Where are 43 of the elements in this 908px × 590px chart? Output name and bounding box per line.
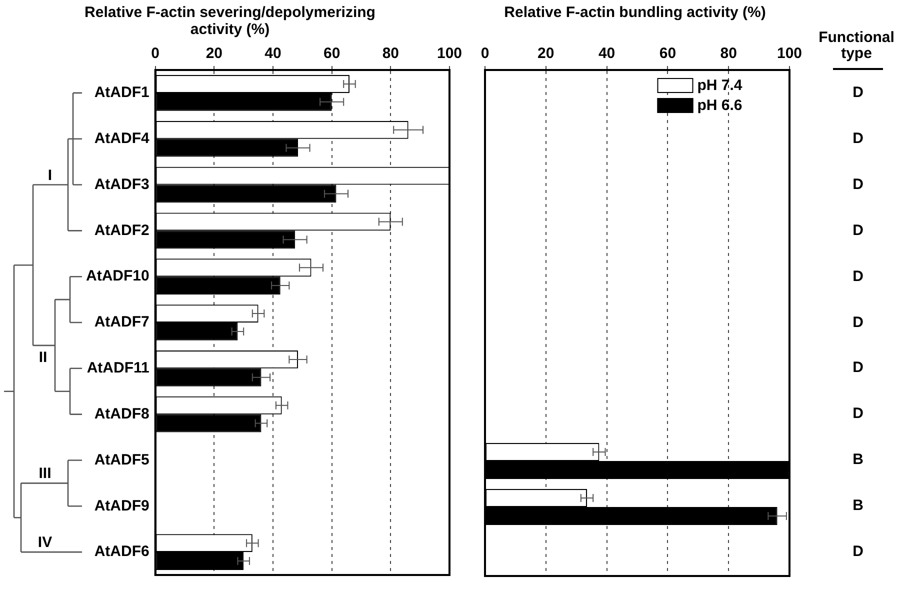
x-tick-label: 40 <box>264 45 282 62</box>
legend-label: pH 6.6 <box>697 97 742 114</box>
x-tick-label: 40 <box>598 45 616 62</box>
text: III <box>38 465 52 482</box>
y-tick-label: AtADF7 <box>94 314 150 331</box>
text: B <box>852 497 864 514</box>
x-tick-label: 60 <box>659 45 676 62</box>
text: D <box>852 222 864 239</box>
text: D <box>852 405 864 422</box>
x-tick-label: 20 <box>206 45 223 62</box>
y-tick-label: AtADF5 <box>94 451 150 468</box>
text: I <box>48 166 52 184</box>
x-tick-label: 80 <box>720 45 737 62</box>
text: IV <box>38 534 52 552</box>
y-tick-label: AtADF6 <box>94 543 150 560</box>
text: B <box>852 451 864 468</box>
text: D <box>852 359 864 376</box>
x-tick-label: 100 <box>436 45 462 62</box>
legend-label: pH 7.4 <box>697 77 743 94</box>
y-tick-label: AtADF9 <box>94 497 150 514</box>
text: D <box>852 176 864 193</box>
x-axis-title: Relative F-actin severing/depolymerizing activity (%) <box>84 4 376 38</box>
x-tick-label: 100 <box>776 45 802 62</box>
text: D <box>852 84 864 101</box>
x-tick-label: 0 <box>480 45 490 62</box>
y-tick-label: AtADF8 <box>94 405 150 422</box>
x-tick-label: 0 <box>151 45 160 62</box>
y-tick-label: AtADF3 <box>94 176 150 193</box>
text: D <box>852 268 864 285</box>
y-tick-label: AtADF11 <box>86 360 150 377</box>
y-tick-label: AtADF4 <box>94 130 150 148</box>
x-tick-label: 60 <box>323 45 340 62</box>
y-tick-label: AtADF10 <box>86 268 150 285</box>
y-tick-label: AtADF2 <box>94 222 150 239</box>
text: Functional type <box>818 29 896 62</box>
x-axis-title: Relative F-actin bundling activity (%) <box>503 4 767 21</box>
x-tick-label: 80 <box>382 45 399 62</box>
text: II <box>38 349 48 366</box>
text: D <box>852 130 864 147</box>
text: D <box>852 314 864 330</box>
text: D <box>852 543 864 560</box>
y-tick-label: AtADF1 <box>94 84 150 102</box>
x-tick-label: 20 <box>538 45 554 62</box>
